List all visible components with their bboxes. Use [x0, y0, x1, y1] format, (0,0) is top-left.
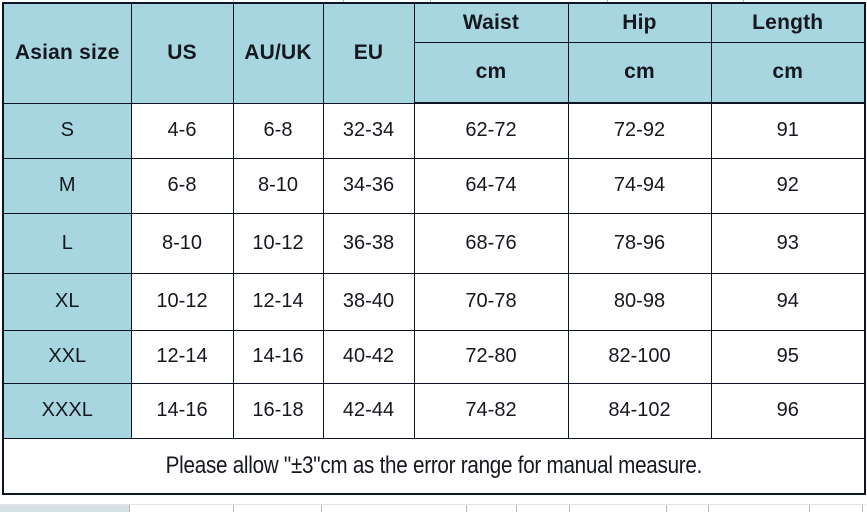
grid-line: [466, 505, 467, 512]
us-value: 6-8: [130, 157, 234, 214]
waist-value: 64-74: [413, 157, 569, 214]
us-value: 4-6: [130, 102, 234, 159]
measure-note: Please allow "±3"cm as the error range f…: [165, 451, 703, 479]
grid-line: [743, 0, 744, 2]
hip-value: 74-94: [567, 157, 712, 214]
table-row-xxxl: XXXL 14-16 16-18 42-44 74-82 84-102 96: [2, 382, 866, 439]
grid-line: [569, 505, 570, 512]
eu-value: 32-34: [322, 102, 415, 159]
spreadsheet-row-peek-bottom: [0, 504, 866, 512]
grid-line: [343, 0, 344, 2]
hip-value: 72-92: [567, 102, 712, 159]
size-chart-table: Asian size US AU/UK EU Waist Hip Length …: [2, 2, 866, 495]
au-uk-value: 16-18: [232, 382, 324, 439]
au-uk-value: 14-16: [232, 329, 324, 384]
grid-line: [321, 505, 322, 512]
header-us: US: [130, 2, 234, 104]
table-row-xxl: XXL 12-14 14-16 40-42 72-80 82-100 95: [2, 329, 866, 384]
eu-value: 40-42: [322, 329, 415, 384]
length-value: 93: [710, 212, 866, 274]
grid-line: [233, 0, 234, 2]
hip-value: 84-102: [567, 382, 712, 439]
grid-line: [233, 505, 234, 512]
waist-value: 68-76: [413, 212, 569, 274]
note-row: Please allow "±3"cm as the error range f…: [2, 437, 866, 495]
eu-value: 38-40: [322, 272, 415, 331]
size-label: XXL: [2, 329, 132, 384]
size-label: XL: [2, 272, 132, 331]
us-value: 10-12: [130, 272, 234, 331]
grid-line: [129, 505, 130, 512]
header-eu: EU: [322, 2, 415, 104]
grid-line: [430, 0, 431, 2]
header-hip-unit: cm: [567, 41, 712, 104]
note-cell: Please allow "±3"cm as the error range f…: [2, 437, 866, 495]
grid-line: [708, 505, 709, 512]
waist-value: 72-80: [413, 329, 569, 384]
header-waist-unit: cm: [413, 41, 569, 104]
table-row-m: M 6-8 8-10 34-36 64-74 74-94 92: [2, 157, 866, 214]
size-label: M: [2, 157, 132, 214]
grid-line: [809, 505, 810, 512]
header-row-main: Asian size US AU/UK EU Waist Hip Length: [2, 2, 866, 104]
waist-value: 62-72: [413, 102, 569, 159]
header-row-units: cm cm cm: [3, 41, 866, 104]
eu-value: 36-38: [322, 212, 415, 274]
us-value: 8-10: [130, 212, 234, 274]
au-uk-value: 10-12: [232, 212, 324, 274]
us-value: 12-14: [130, 329, 234, 384]
length-value: 91: [710, 102, 866, 159]
table-row-xl: XL 10-12 12-14 38-40 70-78 80-98 94: [2, 272, 866, 331]
length-value: 94: [710, 272, 866, 331]
au-uk-value: 8-10: [232, 157, 324, 214]
peek-cell-highlight: [0, 505, 129, 512]
header-waist: Waist: [413, 2, 569, 43]
header-length-unit: cm: [710, 41, 866, 104]
hip-value: 80-98: [567, 272, 712, 331]
size-label: S: [2, 102, 132, 159]
hip-value: 78-96: [567, 212, 712, 274]
header-hip: Hip: [567, 2, 712, 43]
header-au-uk: AU/UK: [232, 2, 324, 104]
au-uk-value: 12-14: [232, 272, 324, 331]
grid-line: [607, 0, 608, 2]
eu-value: 42-44: [322, 382, 415, 439]
header-length: Length: [710, 2, 866, 43]
au-uk-value: 6-8: [232, 102, 324, 159]
size-label: L: [2, 212, 132, 274]
grid-line: [666, 505, 667, 512]
grid-line: [862, 505, 863, 512]
length-value: 92: [710, 157, 866, 214]
grid-line: [516, 505, 517, 512]
spreadsheet-row-peek-top: [0, 0, 866, 2]
hip-value: 82-100: [567, 329, 712, 384]
length-value: 96: [710, 382, 866, 439]
length-value: 95: [710, 329, 866, 384]
table-row-s: S 4-6 6-8 32-34 62-72 72-92 91: [2, 102, 866, 159]
table-row-l: L 8-10 10-12 36-38 68-76 78-96 93: [2, 212, 866, 274]
size-label: XXXL: [2, 382, 132, 439]
header-asian-size: Asian size: [2, 2, 132, 104]
eu-value: 34-36: [322, 157, 415, 214]
us-value: 14-16: [130, 382, 234, 439]
waist-value: 70-78: [413, 272, 569, 331]
waist-value: 74-82: [413, 382, 569, 439]
